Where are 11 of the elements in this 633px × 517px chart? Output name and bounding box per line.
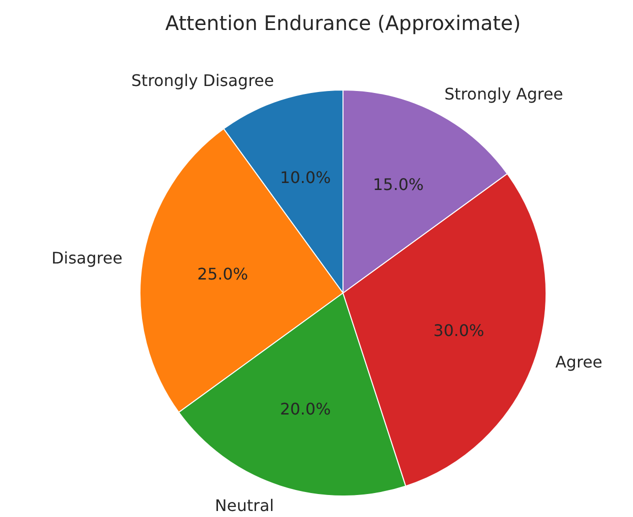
data-label: 20.0% [280, 399, 331, 418]
data-label: 15.0% [372, 175, 424, 194]
slice-label: Disagree [51, 248, 122, 268]
data-label: 25.0% [197, 264, 248, 284]
chart-title: Attention Endurance (Approximate) [165, 11, 521, 35]
slice-label: Neutral [214, 496, 274, 515]
slice-label: Strongly Agree [444, 84, 564, 104]
data-label: 10.0% [280, 168, 331, 187]
data-label: 30.0% [433, 321, 484, 340]
slice-label: Agree [555, 352, 602, 372]
slice-label: Strongly Disagree [131, 71, 274, 90]
